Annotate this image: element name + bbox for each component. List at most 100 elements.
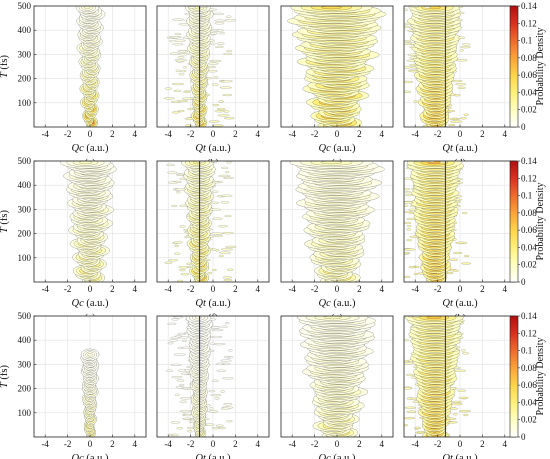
density-lobe xyxy=(177,369,186,372)
density-lobe xyxy=(223,403,233,406)
density-lobe xyxy=(404,387,412,390)
density-lobe xyxy=(404,406,417,409)
x-axis-unit: (a.u.) xyxy=(206,143,231,154)
colorbar-row-1: 0 0.02 0.04 0.06 0.08 0.1 0.12 0.14 Probability … xyxy=(509,1,546,132)
density-lobe xyxy=(404,362,414,365)
y-axis-unit: (fs) xyxy=(0,209,10,227)
density-lobe xyxy=(173,89,182,92)
density-lobe xyxy=(208,410,219,413)
density-lobe xyxy=(167,322,177,325)
x-tick-label: 0 xyxy=(458,284,463,294)
density-lobe xyxy=(226,161,232,164)
density-lobe xyxy=(163,97,175,100)
x-axis-variable: Qt xyxy=(195,143,207,154)
density-lobe xyxy=(462,43,471,46)
x-axis-variable: Qc xyxy=(318,143,331,154)
density-lobe xyxy=(461,211,468,214)
density-lobe xyxy=(173,39,186,42)
y-axis-variable: T xyxy=(0,226,10,233)
density-lobe xyxy=(449,117,460,120)
density-lobe xyxy=(218,254,224,257)
density-lobe xyxy=(212,190,219,193)
y-tick-label: 100 xyxy=(18,98,32,108)
x-tick-label: 2 xyxy=(110,284,115,294)
density-lobe xyxy=(404,248,416,251)
density-lobe xyxy=(210,201,219,204)
density-lobe xyxy=(216,42,225,45)
density-lobe xyxy=(404,40,412,43)
x-axis-label: Qc (a.u.) xyxy=(71,143,109,154)
colorbar-tick-label: 0.08 xyxy=(521,53,537,63)
density-lobe xyxy=(174,393,180,396)
density-lobe xyxy=(218,174,231,177)
colorbar-tick-label: 0.06 xyxy=(521,380,537,390)
density-lobe xyxy=(180,397,192,400)
x-tick-label: 0 xyxy=(335,439,340,449)
x-axis-variable: Qc xyxy=(71,298,84,309)
density-lobe xyxy=(186,262,193,265)
x-tick-label: 4 xyxy=(380,284,385,294)
y-axis-label: T (fs) xyxy=(0,54,10,78)
density-contour xyxy=(84,6,91,10)
x-tick-label: -4 xyxy=(41,129,49,139)
density-lobe xyxy=(214,45,224,48)
x-tick-label: 0 xyxy=(88,439,93,449)
density-lobe xyxy=(176,427,183,430)
x-tick-label: 2 xyxy=(480,129,485,139)
density-lobe xyxy=(405,191,411,194)
colorbar-tick-label: 0.1 xyxy=(521,36,532,46)
density-lobe xyxy=(169,36,182,39)
density-lobe xyxy=(182,66,188,69)
y-axis-label: T (fs) xyxy=(0,364,10,388)
density-map xyxy=(163,6,237,127)
density-lobe xyxy=(168,259,178,262)
density-lobe xyxy=(404,339,409,342)
y-tick-label: 300 xyxy=(18,204,32,214)
density-lobe xyxy=(224,171,230,174)
x-axis-unit: (a.u.) xyxy=(453,298,478,309)
density-lobe xyxy=(170,421,181,424)
density-lobe xyxy=(404,275,411,278)
density-lobe xyxy=(208,120,220,123)
density-lobe xyxy=(453,269,459,272)
density-lobe xyxy=(221,407,230,410)
density-lobe xyxy=(211,248,217,251)
colorbar-tick-label: 0.1 xyxy=(521,191,532,201)
density-lobe xyxy=(210,394,222,397)
y-tick-label: 400 xyxy=(18,180,32,190)
density-lobe xyxy=(182,97,194,100)
density-lobe xyxy=(413,273,419,276)
colorbar-tick-label: 0.14 xyxy=(521,156,537,166)
x-axis-variable: Qc xyxy=(71,143,84,154)
density-lobe xyxy=(404,201,414,204)
density-map xyxy=(60,161,117,282)
x-tick-label: -4 xyxy=(411,284,419,294)
density-lobe xyxy=(406,228,412,231)
density-lobe xyxy=(173,353,186,356)
density-lobe xyxy=(416,431,425,434)
density-lobe xyxy=(222,362,231,365)
x-tick-label: -2 xyxy=(64,129,72,139)
colorbar-tick-label: 0 xyxy=(521,432,526,442)
x-tick-label: -2 xyxy=(434,284,442,294)
x-tick-label: 2 xyxy=(357,439,362,449)
density-lobe xyxy=(205,423,215,426)
x-axis-unit: (a.u.) xyxy=(331,298,356,309)
density-lobe xyxy=(177,173,185,176)
density-contour xyxy=(321,6,342,10)
density-lobe xyxy=(214,110,225,113)
density-lobe xyxy=(223,176,234,179)
density-lobe xyxy=(445,417,457,420)
density-lobe xyxy=(174,59,187,62)
density-lobe xyxy=(182,417,192,420)
density-lobe xyxy=(174,32,182,35)
x-tick-label: 0 xyxy=(335,129,340,139)
density-lobe xyxy=(220,194,233,197)
density-lobe xyxy=(172,18,185,21)
density-lobe xyxy=(409,56,418,59)
density-lobe xyxy=(409,211,414,214)
density-lobe xyxy=(171,100,182,103)
density-lobe xyxy=(166,163,175,166)
